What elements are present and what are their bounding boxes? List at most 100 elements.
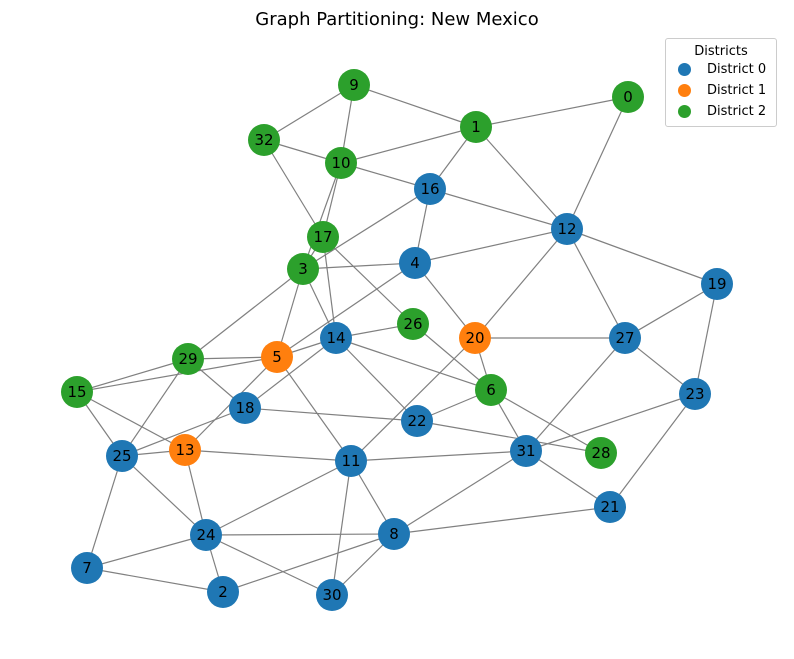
node-label: 31	[516, 442, 535, 460]
edge-31-8	[393, 450, 527, 535]
node-0: 0	[612, 81, 644, 113]
node-circle	[248, 124, 280, 156]
legend-label-district-2: District 2	[707, 104, 767, 119]
node-label: 10	[331, 154, 350, 172]
node-circle	[320, 322, 352, 354]
edge-12-20	[474, 228, 568, 339]
edge-12-27	[566, 228, 626, 339]
node-25: 25	[106, 440, 138, 472]
node-circle	[172, 343, 204, 375]
edge-11-30	[331, 460, 352, 596]
node-circle	[397, 308, 429, 340]
edge-16-12	[429, 188, 568, 230]
node-10: 10	[325, 147, 357, 179]
legend-marker-district-1	[678, 84, 691, 97]
node-8: 8	[378, 518, 410, 550]
node-circle	[510, 435, 542, 467]
edge-19-23	[694, 283, 718, 395]
edge-11-31	[350, 450, 527, 462]
node-label: 21	[600, 498, 619, 516]
node-label: 27	[615, 329, 634, 347]
node-circle	[229, 392, 261, 424]
legend-marker-district-0	[678, 63, 691, 76]
node-29: 29	[172, 343, 204, 375]
legend-item-district-1: District 1	[666, 80, 776, 101]
edge-1-0	[475, 96, 629, 128]
node-circle	[414, 173, 446, 205]
node-circle	[71, 552, 103, 584]
node-circle	[401, 405, 433, 437]
node-label: 29	[178, 350, 197, 368]
legend-title: Districts	[694, 44, 748, 59]
node-circle	[679, 378, 711, 410]
edge-7-2	[86, 567, 224, 593]
node-15: 15	[61, 376, 93, 408]
node-11: 11	[335, 445, 367, 477]
node-label: 11	[341, 452, 360, 470]
node-circle	[475, 374, 507, 406]
edge-31-21	[525, 450, 611, 508]
node-circle	[287, 253, 319, 285]
node-label: 13	[175, 441, 194, 459]
node-18: 18	[229, 392, 261, 424]
edge-9-32	[263, 84, 355, 141]
node-label: 4	[410, 254, 420, 272]
node-circle	[459, 322, 491, 354]
node-1: 1	[460, 111, 492, 143]
edge-9-1	[353, 84, 477, 128]
edge-10-1	[340, 126, 477, 164]
node-circle	[190, 519, 222, 551]
node-circle	[207, 576, 239, 608]
edge-20-11	[350, 337, 476, 462]
node-circle	[612, 81, 644, 113]
node-label: 3	[298, 260, 308, 278]
edge-17-14	[322, 236, 337, 339]
legend-item-district-2: District 2	[666, 101, 776, 122]
node-circle	[169, 434, 201, 466]
node-label: 20	[465, 329, 484, 347]
node-27: 27	[609, 322, 641, 354]
edge-11-24	[205, 460, 352, 536]
edge-16-3	[302, 188, 431, 270]
edge-25-24	[121, 455, 207, 536]
node-label: 6	[486, 381, 496, 399]
node-label: 14	[326, 329, 345, 347]
edge-14-18	[244, 337, 337, 409]
edge-23-21	[609, 393, 696, 508]
legend-marker-district-2	[678, 105, 691, 118]
page-title: Graph Partitioning: New Mexico	[255, 9, 538, 30]
edge-4-5	[276, 262, 416, 358]
node-19: 19	[701, 268, 733, 300]
node-label: 24	[196, 526, 215, 544]
node-label: 8	[389, 525, 399, 543]
node-label: 7	[82, 559, 92, 577]
edge-8-21	[393, 506, 611, 535]
edge-10-3	[302, 162, 342, 270]
edge-25-7	[86, 455, 123, 569]
node-label: 22	[407, 412, 426, 430]
node-circle	[338, 69, 370, 101]
edge-18-25	[121, 407, 246, 457]
edge-5-15	[76, 356, 278, 393]
edge-1-12	[475, 126, 568, 230]
node-14: 14	[320, 322, 352, 354]
legend-label-district-0: District 0	[707, 62, 767, 77]
node-23: 23	[679, 378, 711, 410]
edge-24-7	[86, 534, 207, 569]
node-label: 30	[322, 586, 341, 604]
node-circle	[609, 322, 641, 354]
node-circle	[701, 268, 733, 300]
node-label: 25	[112, 447, 131, 465]
node-label: 17	[313, 228, 332, 246]
node-22: 22	[401, 405, 433, 437]
node-circle	[61, 376, 93, 408]
node-circle	[261, 341, 293, 373]
node-label: 19	[707, 275, 726, 293]
node-label: 18	[235, 399, 254, 417]
edge-2-8	[222, 533, 395, 593]
node-20: 20	[459, 322, 491, 354]
node-21: 21	[594, 491, 626, 523]
edge-27-31	[525, 337, 626, 452]
edge-0-12	[566, 96, 629, 230]
